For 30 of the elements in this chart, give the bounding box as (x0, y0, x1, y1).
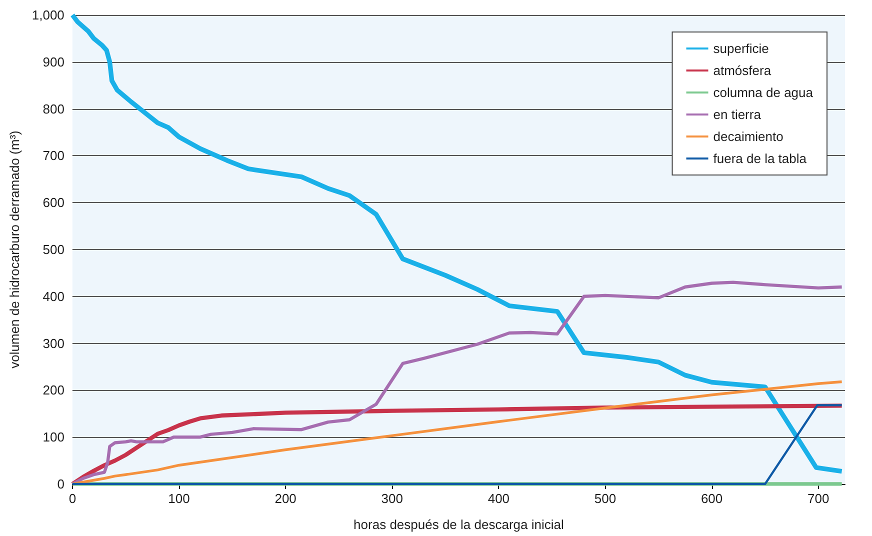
legend-label: superficie (713, 41, 769, 56)
line-series (71, 380, 844, 486)
legend-label: atmósfera (713, 63, 772, 78)
legend-label: en tierra (713, 107, 762, 122)
y-tick-label: 700 (42, 148, 64, 164)
y-tick-label: 600 (42, 195, 64, 210)
x-tick-label: 600 (700, 491, 723, 506)
y-tick-label: 800 (42, 101, 64, 116)
legend-label: columna de agua (713, 85, 814, 100)
x-tick-label: 0 (68, 491, 76, 506)
x-tick-label: 500 (594, 491, 616, 506)
line-series (70, 12, 844, 474)
x-tick-label: 100 (168, 491, 190, 506)
legend-label: decaimiento (713, 129, 784, 144)
x-axis-title: horas después de la descarga inicial (354, 517, 564, 532)
y-tick-label: 500 (42, 242, 64, 257)
y-tick-label: 300 (42, 336, 64, 351)
legend-label: fuera de la tabla (713, 151, 808, 166)
y-tick-label: 0 (57, 476, 64, 492)
y-tick-label: 900 (42, 54, 64, 70)
x-tick-label: 200 (274, 491, 296, 506)
y-tick-label: 400 (42, 288, 64, 304)
y-tick-label: 1,000 (32, 8, 64, 22)
x-tick-label: 400 (488, 491, 510, 506)
x-tick-label: 700 (808, 491, 830, 506)
x-tick-label: 300 (381, 491, 403, 506)
y-tick-label: 200 (42, 382, 64, 398)
line-series (70, 280, 844, 486)
y-tick-label: 100 (42, 430, 64, 445)
y-axis-title: volumen de hidrocarburo derramado (m³) (7, 130, 22, 368)
